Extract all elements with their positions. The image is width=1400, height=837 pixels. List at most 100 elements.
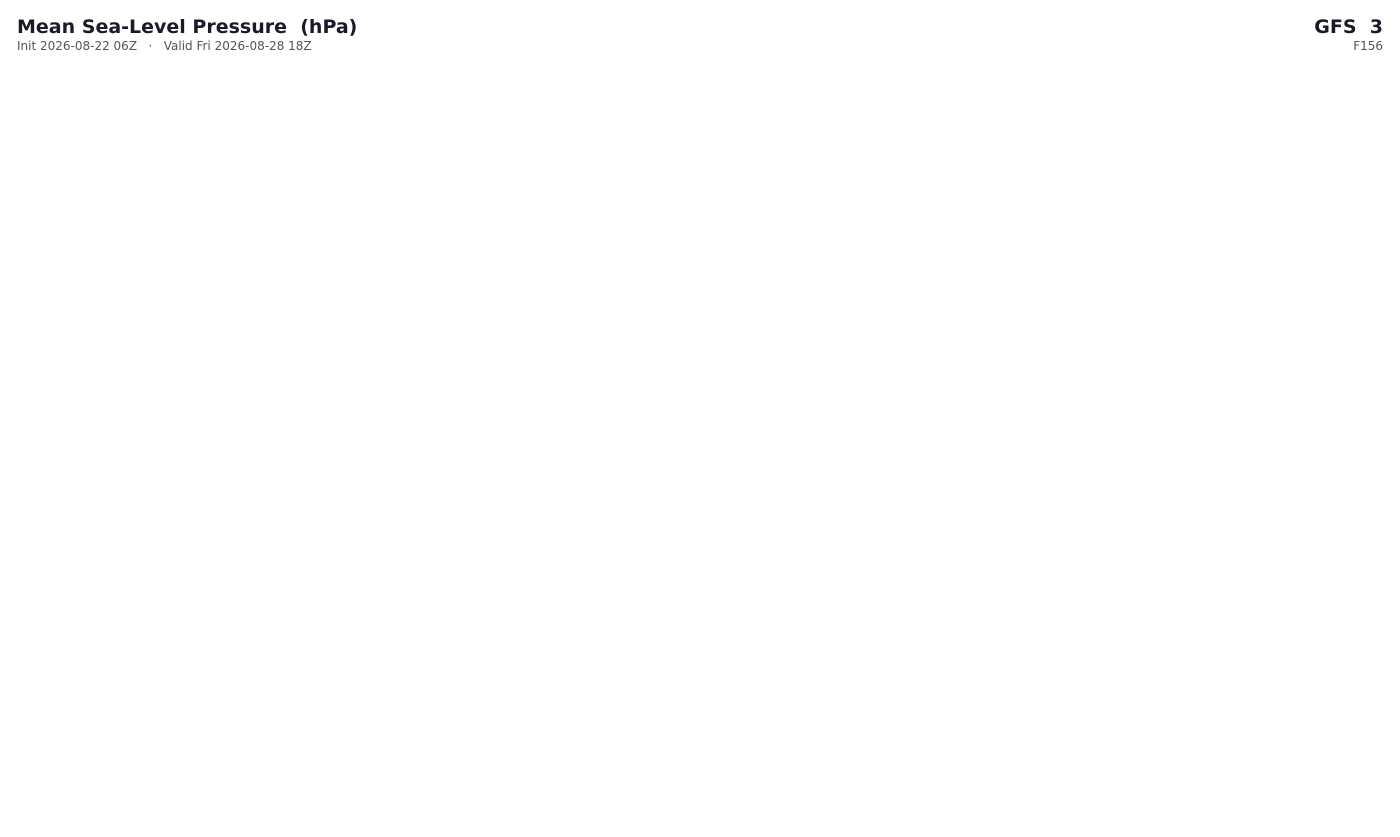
contour-label: 980 <box>1041 648 1056 657</box>
pressure-region <box>564 474 686 576</box>
colorbar-tick-label: 1020 <box>861 815 885 826</box>
contour-label: 1028 <box>72 252 92 261</box>
pressure-region <box>1189 629 1291 661</box>
pressure-region <box>594 514 646 556</box>
contour-label: 984 <box>175 587 190 596</box>
colorbar-tick-label: 1040 <box>1107 815 1131 826</box>
pressure-region <box>0 429 301 611</box>
contour-label: 1004 <box>508 543 528 552</box>
pressure-region <box>449 214 671 316</box>
contour-label: 1024 <box>106 275 126 284</box>
colorbar-tick-label: 992 <box>520 815 538 826</box>
contour-label: 984 <box>125 691 140 700</box>
contour-label: 1000 <box>72 174 92 183</box>
contour-label: 984 <box>561 673 576 682</box>
title: Mean Sea-Level Pressure (hPa) <box>17 16 358 38</box>
contour-label: 1020 <box>336 748 356 757</box>
contour-label: 1028 <box>103 753 123 762</box>
pressure-field <box>0 62 1400 762</box>
contour-label: 1004 <box>968 164 988 173</box>
subtitle: Init 2026-08-22 06Z · Valid Fri 2026-08-… <box>17 39 312 53</box>
contour-label: 1036 <box>1065 729 1085 738</box>
colorbar-box <box>1168 795 1219 806</box>
pressure-region <box>79 564 221 646</box>
contour-label: 992 <box>1021 65 1036 74</box>
pressure-region <box>639 633 691 671</box>
contour-label: 972 <box>1189 659 1204 668</box>
colorbar-box <box>282 795 333 806</box>
colorbar-tick-label: 1000 <box>615 815 639 826</box>
colorbar-tick-label: 996 <box>569 815 587 826</box>
colorbar-tick-label: 1044 <box>1156 815 1180 826</box>
contour-label: 1012 <box>703 151 723 160</box>
pressure-region <box>1109 609 1331 691</box>
pressure-region <box>1319 659 1400 741</box>
contour-label: 1028 <box>539 106 559 115</box>
contour-label: 1016 <box>602 428 622 437</box>
contour-label: 1008 <box>309 653 329 662</box>
contour-label: 992 <box>125 624 140 633</box>
contour-label: 1028 <box>897 490 917 499</box>
pressure-region <box>919 264 1101 316</box>
colorbar-box <box>331 795 382 806</box>
pressure-region <box>0 169 281 331</box>
pressure-region <box>19 474 241 576</box>
pressure-region <box>789 134 951 236</box>
colorbar-box <box>774 795 825 806</box>
colorbar-box <box>479 795 530 806</box>
colorbar-tick-label: 1028 <box>960 815 984 826</box>
contour-label: 972 <box>42 691 57 700</box>
colorbar-tick-label: 1012 <box>763 815 787 826</box>
contour-label: 1000 <box>1120 310 1140 319</box>
contour-label: 1024 <box>1379 182 1399 191</box>
contour-label: 1008 <box>972 582 992 591</box>
contour-label: 1028 <box>593 519 613 528</box>
contour-label: 1016 <box>180 98 200 107</box>
contour-label: 1020 <box>1358 243 1378 252</box>
pressure-region <box>0 664 141 746</box>
contour-label: 1044 <box>922 733 942 742</box>
forecast-hour: F156 <box>1353 39 1383 53</box>
pressure-region <box>789 484 971 606</box>
colorbar-tick-label: 984 <box>421 815 439 826</box>
base-field <box>0 62 1400 762</box>
contour-label: 1048 <box>880 728 900 737</box>
colorbar-tick-label: 1008 <box>714 815 738 826</box>
contour-label: 1008 <box>617 76 637 85</box>
contour-label: 1036 <box>1099 756 1119 765</box>
contour-label: 1012 <box>535 198 555 207</box>
colorbar-box <box>577 795 628 806</box>
pressure-region <box>1019 694 1181 726</box>
colorbar-box <box>1119 795 1170 806</box>
contour-label: 1004 <box>563 71 583 80</box>
colorbar-tick-label: 1004 <box>664 815 688 826</box>
watermark: weatherai.com <box>1301 816 1383 829</box>
colorbar-tick-label: 1032 <box>1009 815 1033 826</box>
contour-label: 1024 <box>55 506 75 515</box>
pressure-region <box>389 179 731 361</box>
pressure-region <box>827 509 929 581</box>
contour-label: 996 <box>148 644 163 653</box>
contour-label: 1020 <box>512 95 532 104</box>
contour-label: 1008 <box>484 543 504 552</box>
colorbar-tick-label: 988 <box>470 815 488 826</box>
coast-australia <box>1149 459 1301 581</box>
pressure-region <box>0 684 81 726</box>
colorbar-box <box>824 795 874 806</box>
pressure-region <box>1039 469 1341 611</box>
contour-label: 1008 <box>1269 200 1289 209</box>
pressure-region <box>729 439 1031 641</box>
contour-label: 1000 <box>13 118 33 127</box>
pressure-region <box>964 599 1126 661</box>
pressure-region <box>699 722 1400 762</box>
colorbar-box <box>528 795 579 806</box>
colorbar-box <box>1070 795 1120 806</box>
contour-label: 984 <box>1292 632 1307 641</box>
contour-label: 992 <box>1008 283 1023 292</box>
contour-label: 1008 <box>1043 116 1063 125</box>
colorbar-box <box>184 795 234 806</box>
contour-label: 992 <box>1189 624 1204 633</box>
contour-label: 1020 <box>606 470 626 479</box>
